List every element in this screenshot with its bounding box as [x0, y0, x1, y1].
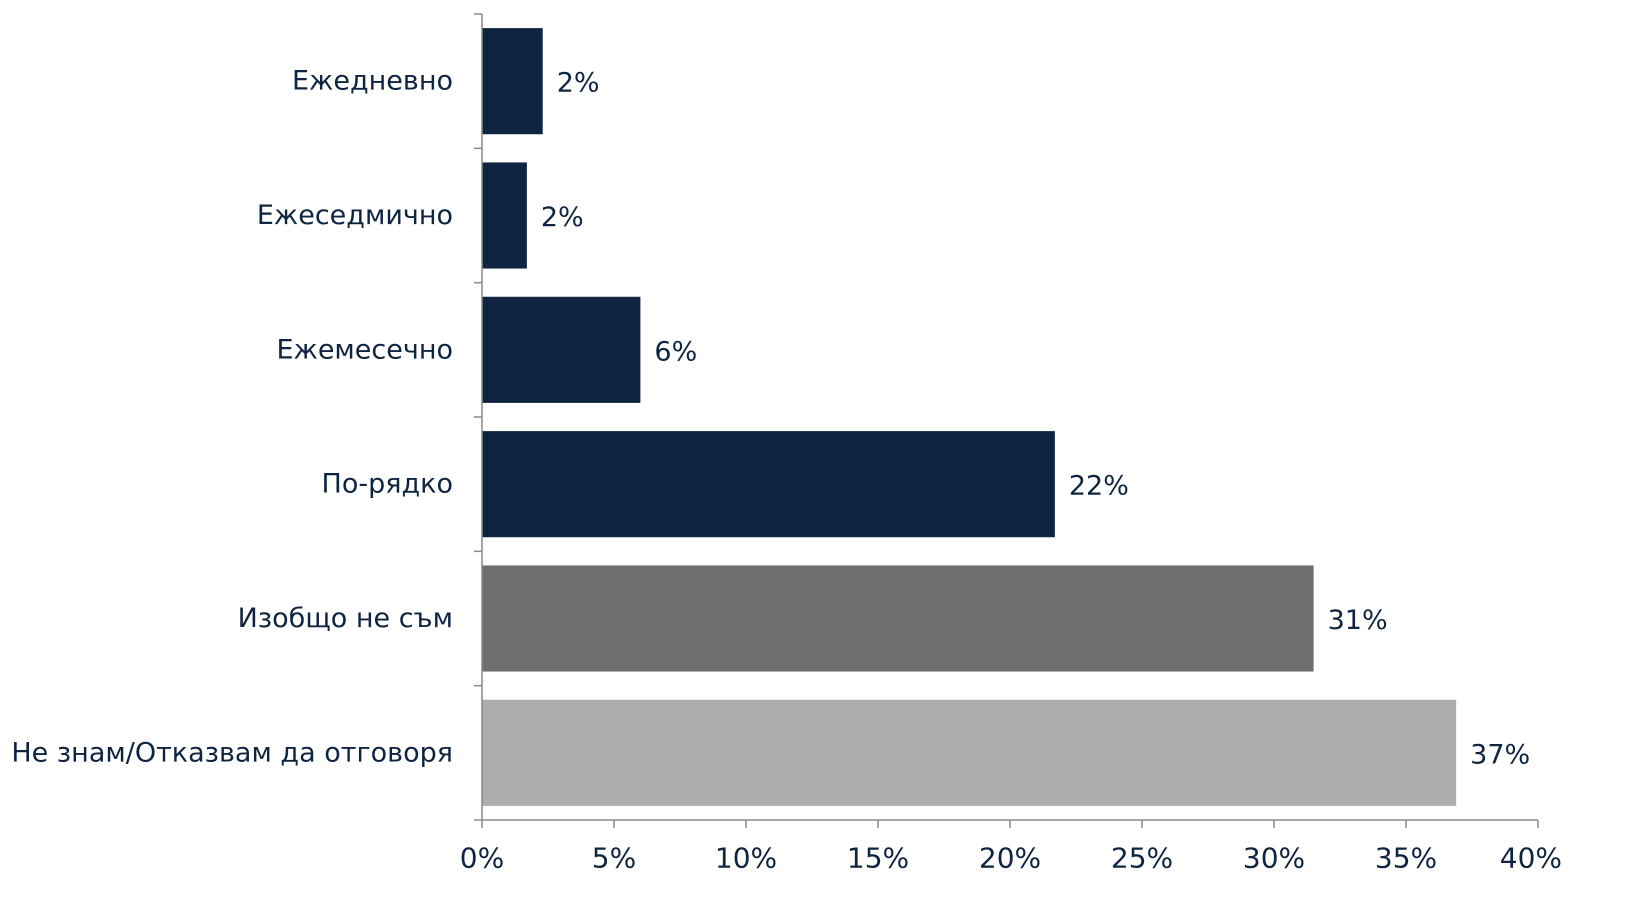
- x-tick-label: 0%: [460, 842, 504, 875]
- x-tick-label: 15%: [847, 842, 909, 875]
- bar: [482, 565, 1314, 672]
- labels-layer: Ежедневно 2% Ежеседмично 2% Ежемесечно 6% По-р…: [11, 66, 1530, 771]
- data-label: 2%: [541, 202, 584, 233]
- bar: [482, 431, 1055, 538]
- category-label: Ежеседмично: [257, 200, 453, 231]
- x-tick-label: 25%: [1111, 842, 1173, 875]
- data-label: 22%: [1069, 471, 1129, 502]
- category-label: По-рядко: [322, 469, 453, 500]
- bar: [482, 28, 543, 135]
- bar: [482, 162, 527, 269]
- bar: [482, 699, 1457, 806]
- category-label: Не знам/Отказвам да отговоря: [11, 737, 453, 768]
- bars-layer: [482, 28, 1457, 806]
- axis-layer: 0% 5% 10% 15% 20% 25% 30% 35% 40%: [460, 13, 1562, 875]
- data-label: 2%: [557, 68, 600, 99]
- category-label: Ежемесечно: [276, 334, 453, 365]
- x-tick-label: 5%: [592, 842, 636, 875]
- x-tick-label: 20%: [979, 842, 1041, 875]
- bar: [482, 296, 641, 403]
- x-tick-label: 10%: [715, 842, 777, 875]
- category-label: Ежедневно: [292, 66, 453, 97]
- data-label: 37%: [1470, 739, 1530, 770]
- x-tick-label: 40%: [1500, 842, 1562, 875]
- data-label: 6%: [654, 336, 697, 367]
- x-tick-label: 35%: [1375, 842, 1437, 875]
- x-tick-label: 30%: [1243, 842, 1305, 875]
- category-label: Изобщо не съм: [238, 603, 453, 634]
- data-label: 31%: [1328, 605, 1388, 636]
